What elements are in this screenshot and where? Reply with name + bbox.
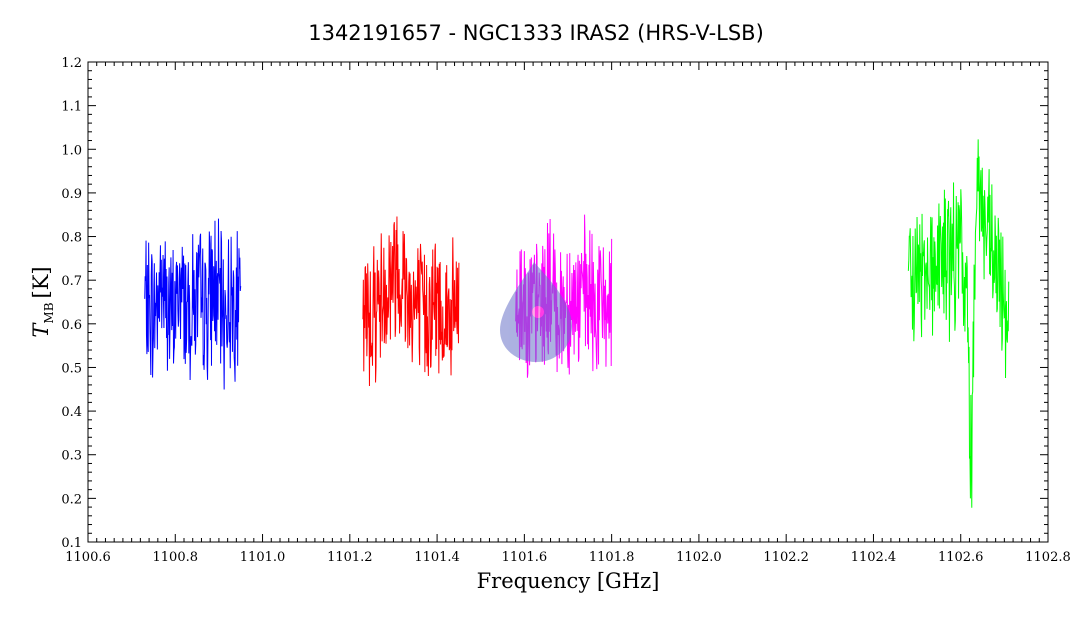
x-tick-label: 1100.8 (153, 550, 199, 565)
y-tick-label: 0.9 (61, 187, 82, 202)
y-tick-label: 0.4 (61, 405, 82, 420)
y-tick-label: 0.2 (61, 492, 82, 507)
spectrum-series-2 (362, 216, 460, 387)
y-tick-label: 0.7 (61, 274, 82, 289)
x-tick-label: 1102.4 (851, 550, 897, 565)
spectrum-series-1 (144, 218, 242, 390)
axis-ticks: 1100.6 1100.8 1101.0 1101.2 1101.4 1101.6 1101… (61, 56, 1070, 565)
x-tick-label: 1102.0 (676, 550, 722, 565)
x-axis-label: Frequency [GHz] (477, 569, 660, 593)
x-tick-label: 1101.8 (589, 550, 635, 565)
y-tick-label: 0.5 (61, 361, 82, 376)
y-tick-label: 1.2 (61, 56, 82, 71)
y-tick-label: 1.1 (61, 100, 82, 115)
y-tick-label: 0.8 (61, 231, 82, 246)
series-layer (144, 139, 1010, 508)
spectrum-series-4 (907, 139, 1010, 508)
x-tick-label: 1101.6 (502, 550, 548, 565)
y-tick-label: 1.0 (61, 143, 82, 158)
x-tick-label: 1102.6 (938, 550, 984, 565)
y-axis-symbol: T (29, 322, 53, 338)
x-tick-label: 1102.2 (763, 550, 809, 565)
svg-text:TMB[K]: TMB [K] (29, 266, 56, 337)
y-tick-label: 0.1 (61, 536, 82, 551)
y-axis-subscript: MB (42, 302, 56, 323)
x-tick-label: 1101.2 (327, 550, 373, 565)
y-axis-unit: [K] (29, 266, 53, 298)
x-tick-label: 1101.0 (240, 550, 286, 565)
y-tick-label: 0.3 (61, 449, 82, 464)
x-tick-label: 1101.4 (414, 550, 460, 565)
chart-title: 1342191657 - NGC1333 IRAS2 (HRS-V-LSB) (308, 21, 764, 45)
drop-pin-logo (500, 262, 572, 362)
x-tick-label: 1102.8 (1025, 550, 1071, 565)
y-tick-label: 0.6 (61, 318, 82, 333)
x-tick-label: 1100.6 (65, 550, 111, 565)
y-axis-label: TMB [K] (29, 266, 56, 337)
